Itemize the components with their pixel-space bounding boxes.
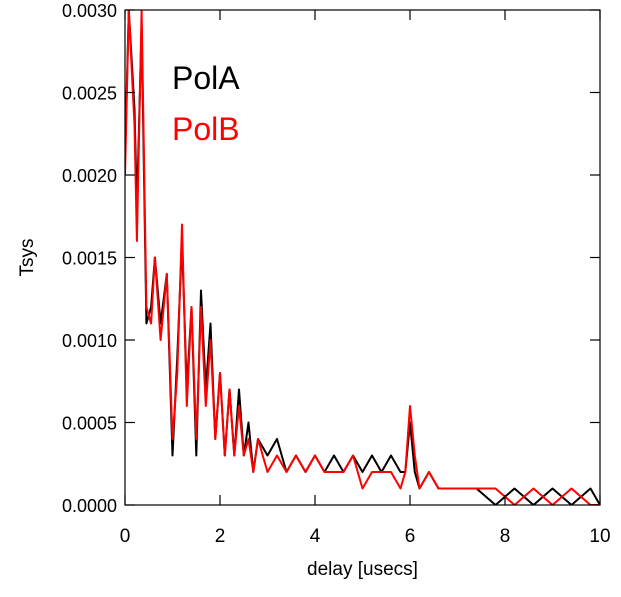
- x-tick-label: 10: [589, 526, 610, 547]
- x-tick-label: 4: [310, 526, 321, 547]
- y-tick-label: 0.0010: [62, 331, 117, 351]
- y-tick-label: 0.0020: [62, 166, 117, 186]
- x-tick-label: 0: [120, 526, 131, 547]
- legend-entry-polb: PolB: [172, 111, 240, 147]
- y-tick-label: 0.0005: [62, 414, 117, 434]
- x-tick-label: 6: [405, 526, 416, 547]
- x-tick-label: 2: [215, 526, 226, 547]
- series-line-polb: [125, 10, 600, 505]
- y-tick-label: 0.0030: [62, 1, 117, 21]
- y-axis: 0.0000 0.0005 0.0010 0.0015 0.0020 0.0025 0.00…: [62, 1, 600, 516]
- y-tick-label: 0.0000: [62, 496, 117, 516]
- legend-entry-pola: PolA: [172, 60, 240, 96]
- x-axis-label: delay [usecs]: [307, 559, 418, 580]
- x-axis: 0 2 4 6 8 10: [120, 10, 611, 547]
- legend: PolA PolB: [172, 60, 240, 147]
- y-tick-label: 0.0025: [62, 84, 117, 104]
- x-tick-label: 8: [500, 526, 511, 547]
- y-tick-label: 0.0015: [62, 249, 117, 269]
- y-axis-label: Tsys: [17, 239, 38, 277]
